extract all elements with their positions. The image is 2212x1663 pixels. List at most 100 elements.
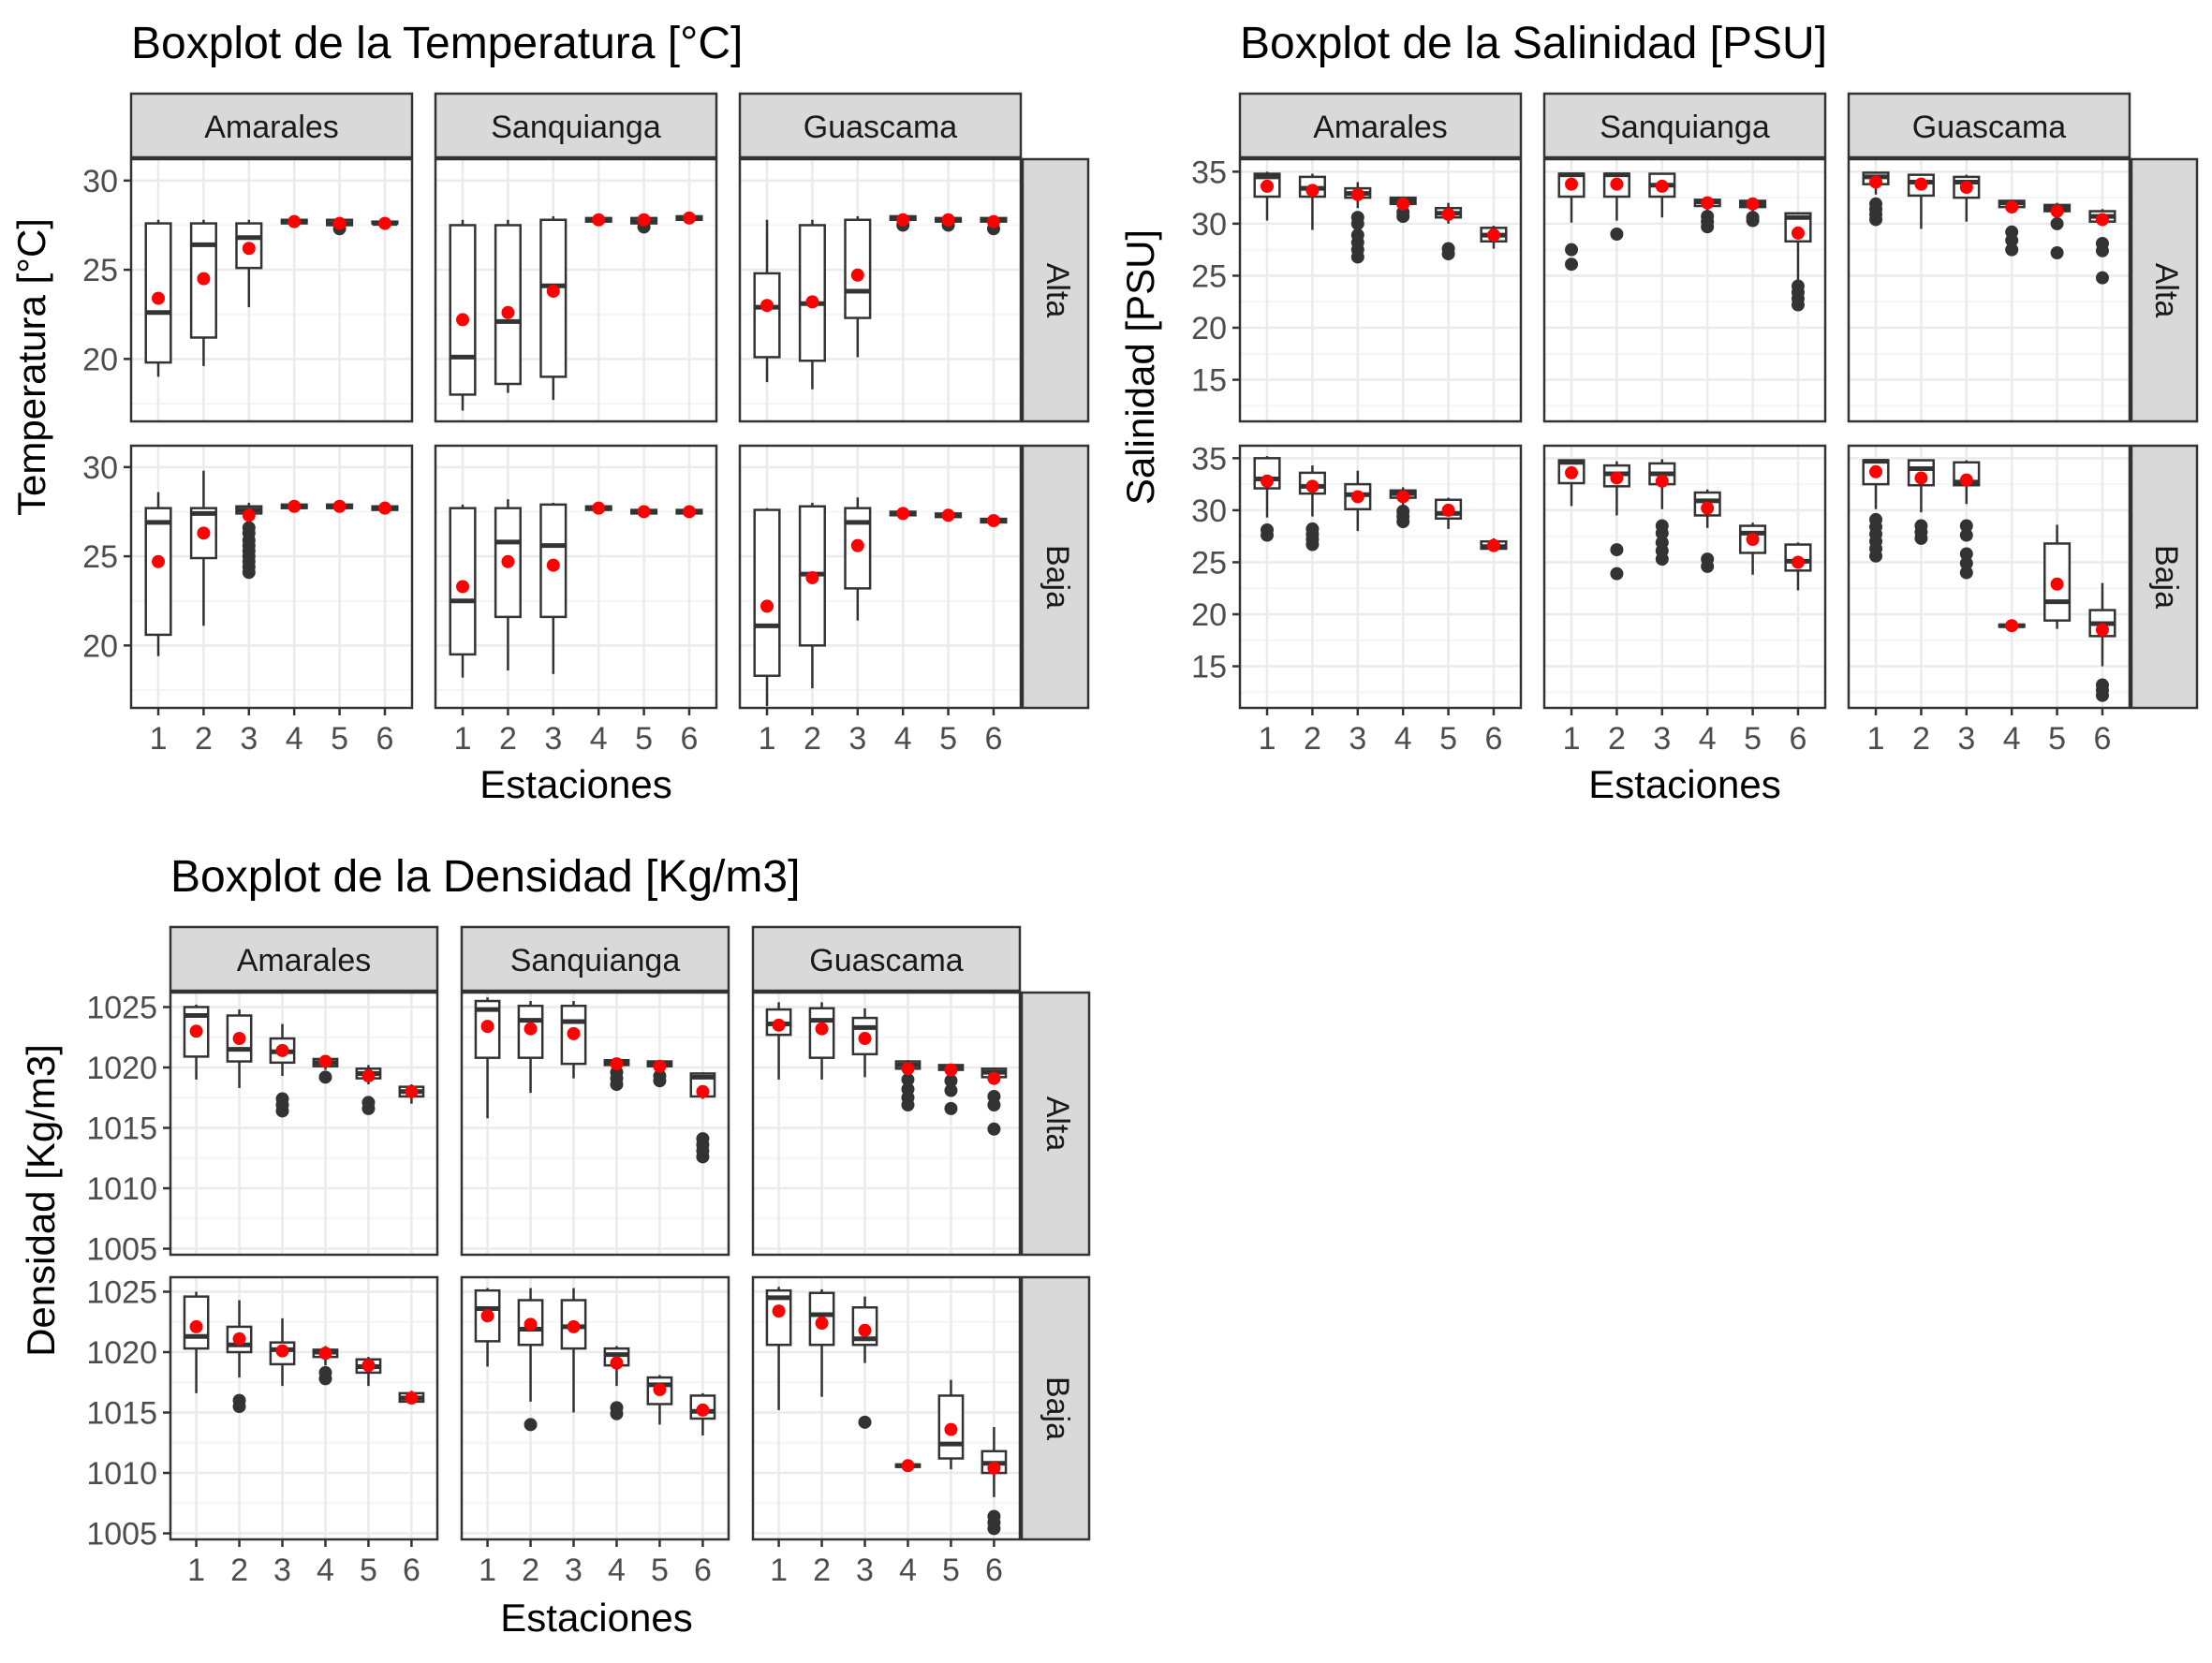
mean-point	[332, 499, 347, 513]
mean-point	[1305, 184, 1320, 198]
mean-point	[696, 1084, 710, 1098]
facet-strip-top	[738, 92, 1023, 159]
facet-strip-top	[169, 925, 439, 993]
boxplot-box	[584, 501, 612, 515]
mean-point	[524, 1317, 538, 1332]
boxplot-box	[1389, 196, 1417, 224]
facet-label-sanquianga: Sanquianga	[491, 110, 661, 145]
mean-point	[1565, 465, 1579, 479]
mean-point	[858, 1323, 872, 1337]
x-tick-label: 5	[1744, 721, 1762, 757]
panel-guascama-baja	[751, 1275, 1022, 1541]
x-axis-title: Estaciones	[1588, 762, 1780, 806]
x-tick-label: 6	[403, 1553, 420, 1588]
outlier-point	[1791, 279, 1805, 293]
boxplot-box	[630, 213, 658, 234]
mean-point	[1959, 181, 1973, 194]
boxplot-box	[144, 219, 172, 377]
x-tick-label: 1	[150, 721, 168, 757]
y-tick-label: 25	[1191, 545, 1227, 581]
x-tick-label: 5	[942, 1553, 960, 1588]
mean-point	[653, 1059, 667, 1073]
outlier-point	[318, 1365, 332, 1379]
boxplot-box	[798, 219, 826, 390]
chart-title: Boxplot de la Temperatura [°C]	[131, 19, 743, 68]
boxplot-box	[560, 1001, 587, 1079]
x-tick-label: 2	[804, 721, 821, 757]
boxplot-box	[851, 1296, 878, 1429]
boxplot-box	[1648, 459, 1676, 567]
panel-amarales-baja	[169, 1275, 439, 1541]
y-tick-label: 15	[1191, 650, 1227, 685]
mean-point	[805, 295, 819, 309]
mean-point	[592, 501, 606, 515]
boxplot-box	[312, 1346, 339, 1386]
mean-point	[232, 1032, 246, 1046]
boxplot-box	[765, 1002, 792, 1080]
facet-strip-top	[1847, 92, 2131, 159]
outlier-point	[1610, 228, 1624, 241]
panel-guascama-alta	[738, 157, 1023, 423]
panel-amarales-alta	[129, 157, 414, 423]
boxplot-box	[844, 497, 872, 621]
y-tick-label: 1025	[86, 1274, 157, 1310]
outlier-point	[1746, 211, 1760, 225]
boxplot-box	[326, 216, 354, 236]
x-axis-title: Estaciones	[479, 762, 671, 806]
outlier-point	[944, 1083, 958, 1097]
x-tick-label: 1	[1563, 721, 1581, 757]
x-tick-label: 4	[2003, 721, 2021, 757]
mean-point	[1261, 179, 1275, 193]
boxplot-box	[937, 1063, 965, 1115]
outlier-point	[2050, 246, 2064, 259]
mean-point	[1350, 187, 1364, 201]
boxplot-box	[494, 219, 522, 393]
boxplot-box	[753, 219, 781, 383]
outlier-point	[901, 1072, 915, 1086]
outlier-point	[1305, 522, 1320, 536]
mean-point	[987, 1461, 1001, 1475]
mean-point	[941, 213, 955, 227]
facet-strip-right	[1020, 1275, 1091, 1541]
iqr-box	[494, 224, 522, 386]
x-axis-title: Estaciones	[500, 1596, 692, 1640]
boxplot-box	[765, 1287, 792, 1410]
mean-point	[1655, 474, 1669, 488]
facet-label-sanquianga: Sanquianga	[1600, 110, 1770, 145]
facet-label-guascama: Guascama	[1912, 110, 2066, 145]
y-tick-label: 25	[82, 253, 118, 288]
outlier-point	[1396, 505, 1410, 518]
outlier-point	[1959, 566, 1973, 580]
panel-guascama-baja	[1847, 444, 2131, 710]
facet-label-alta: Alta	[1040, 263, 1075, 318]
mean-point	[944, 1422, 958, 1436]
x-tick-label: 6	[985, 721, 1003, 757]
panel-guascama-alta	[1847, 157, 2131, 423]
y-tick-label: 1025	[86, 990, 157, 1025]
mean-point	[1701, 196, 1715, 210]
x-tick-label: 4	[1699, 721, 1717, 757]
mean-point	[1791, 226, 1805, 240]
y-tick-label: 1010	[86, 1171, 157, 1207]
mean-point	[318, 1347, 332, 1361]
iqr-box	[753, 508, 781, 677]
boxplot-box	[1298, 173, 1326, 230]
boxplot-box	[1907, 173, 1935, 229]
y-tick-label: 1020	[86, 1335, 157, 1371]
x-tick-label: 6	[681, 721, 699, 757]
mean-point	[682, 211, 696, 225]
x-tick-label: 3	[544, 721, 562, 757]
x-tick-label: 4	[899, 1553, 917, 1588]
y-tick-label: 20	[1191, 597, 1227, 633]
y-tick-label: 30	[1191, 207, 1227, 243]
boxplot-box	[539, 502, 568, 674]
outlier-point	[232, 1393, 246, 1407]
mean-point	[986, 514, 1000, 527]
boxplot-box	[603, 1346, 630, 1420]
mean-point	[567, 1026, 581, 1040]
facet-label-alta: Alta	[1040, 1096, 1075, 1152]
iqr-box	[646, 1376, 673, 1405]
facet-label-amarales: Amarales	[237, 943, 372, 979]
x-tick-label: 1	[1867, 721, 1885, 757]
iqr-box	[144, 507, 172, 637]
